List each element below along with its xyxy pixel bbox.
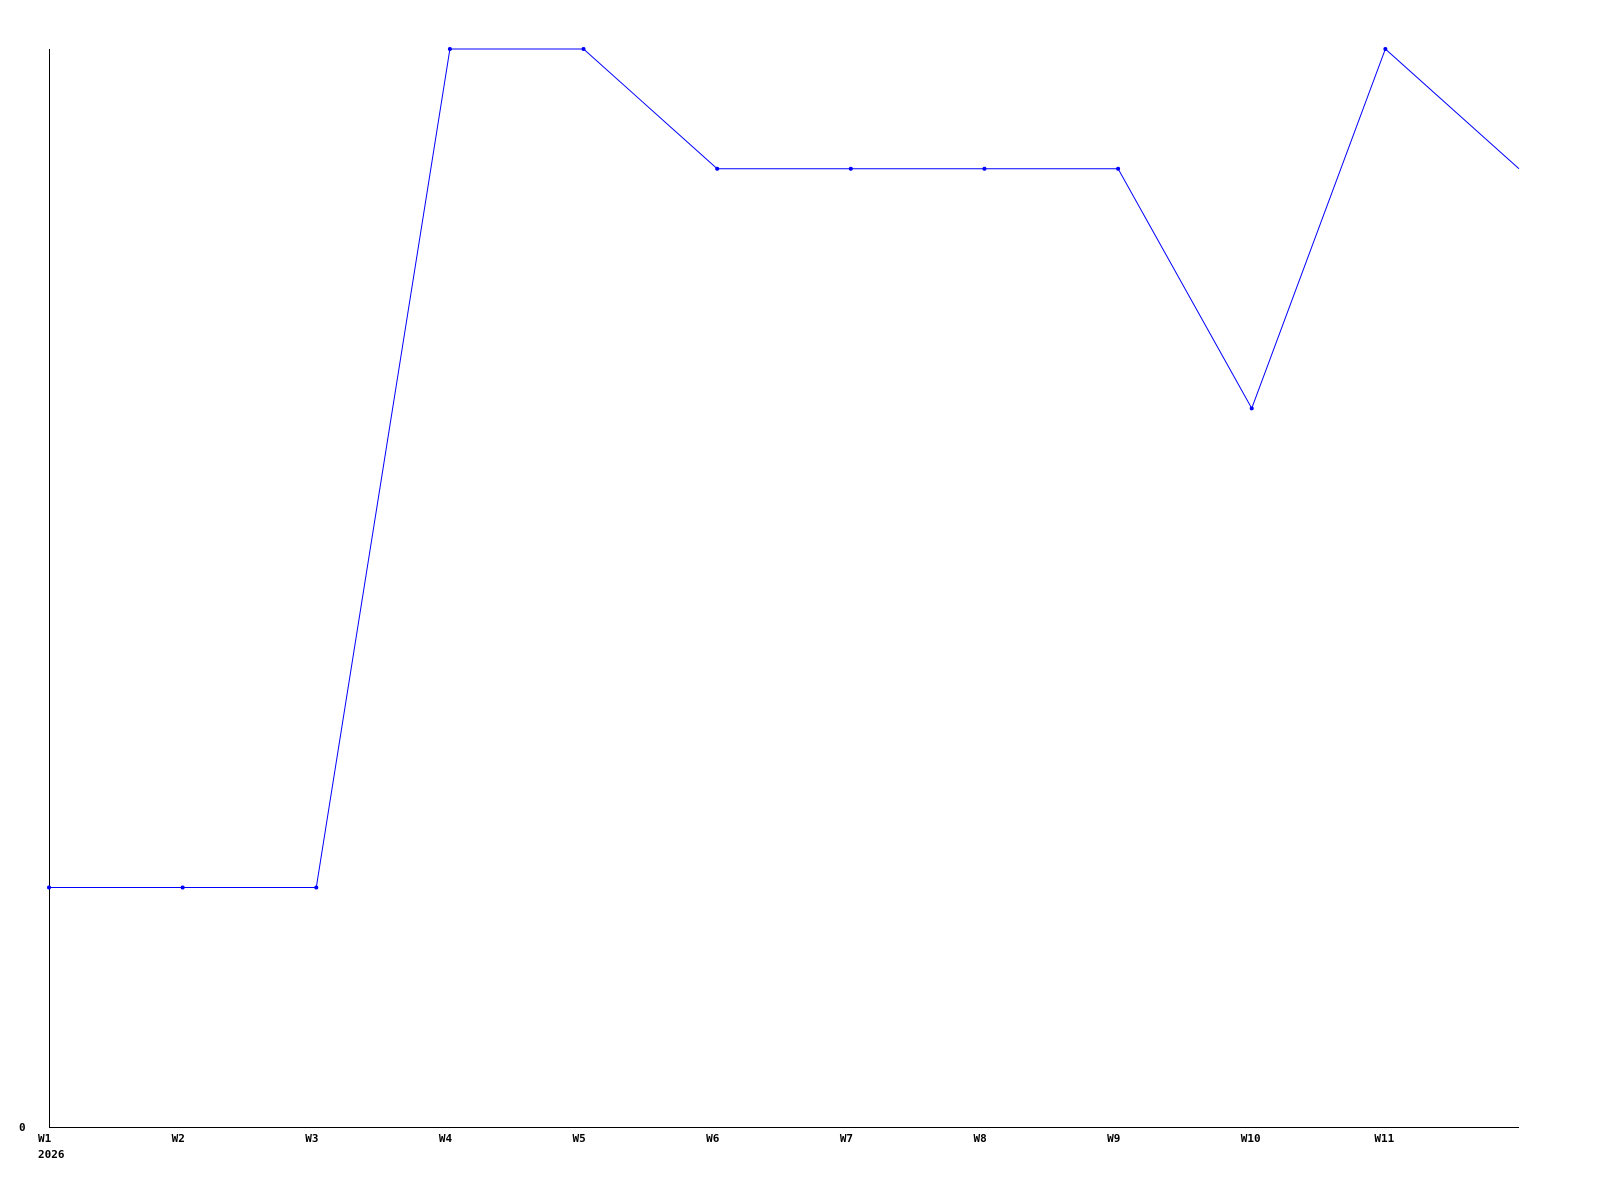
data-point: [447, 47, 452, 51]
series-line: [49, 48, 1520, 888]
y-tick-label: 0: [19, 1121, 26, 1134]
data-point: [47, 885, 51, 890]
x-year-label: 2026: [38, 1148, 65, 1161]
x-tick-label: W8: [973, 1132, 986, 1145]
data-point: [982, 166, 987, 171]
tick-labels: 0 W1 W2 W3 W4 W5 W6 W7 W8 W9 W10 W11 2026: [19, 1121, 1395, 1161]
data-point: [1116, 166, 1121, 171]
x-tick-label: W3: [305, 1132, 318, 1145]
data-point: [848, 166, 853, 171]
axes: [49, 49, 1519, 1128]
data-point: [180, 885, 185, 890]
data-point: [314, 885, 319, 890]
data-point: [581, 47, 586, 51]
x-tick-label: W4: [439, 1132, 453, 1145]
x-tick-label: W9: [1107, 1132, 1120, 1145]
data-point: [1383, 47, 1388, 51]
series-layer: [47, 47, 1520, 890]
x-tick-label: W1: [38, 1132, 52, 1145]
x-tick-label: W2: [172, 1132, 185, 1145]
x-tick-label: W7: [840, 1132, 853, 1145]
x-tick-label: W10: [1241, 1132, 1261, 1145]
x-tick-label: W11: [1374, 1132, 1394, 1145]
x-tick-label: W5: [573, 1132, 586, 1145]
x-tick-label: W6: [706, 1132, 720, 1145]
data-point: [715, 166, 720, 171]
data-point: [1249, 406, 1254, 411]
